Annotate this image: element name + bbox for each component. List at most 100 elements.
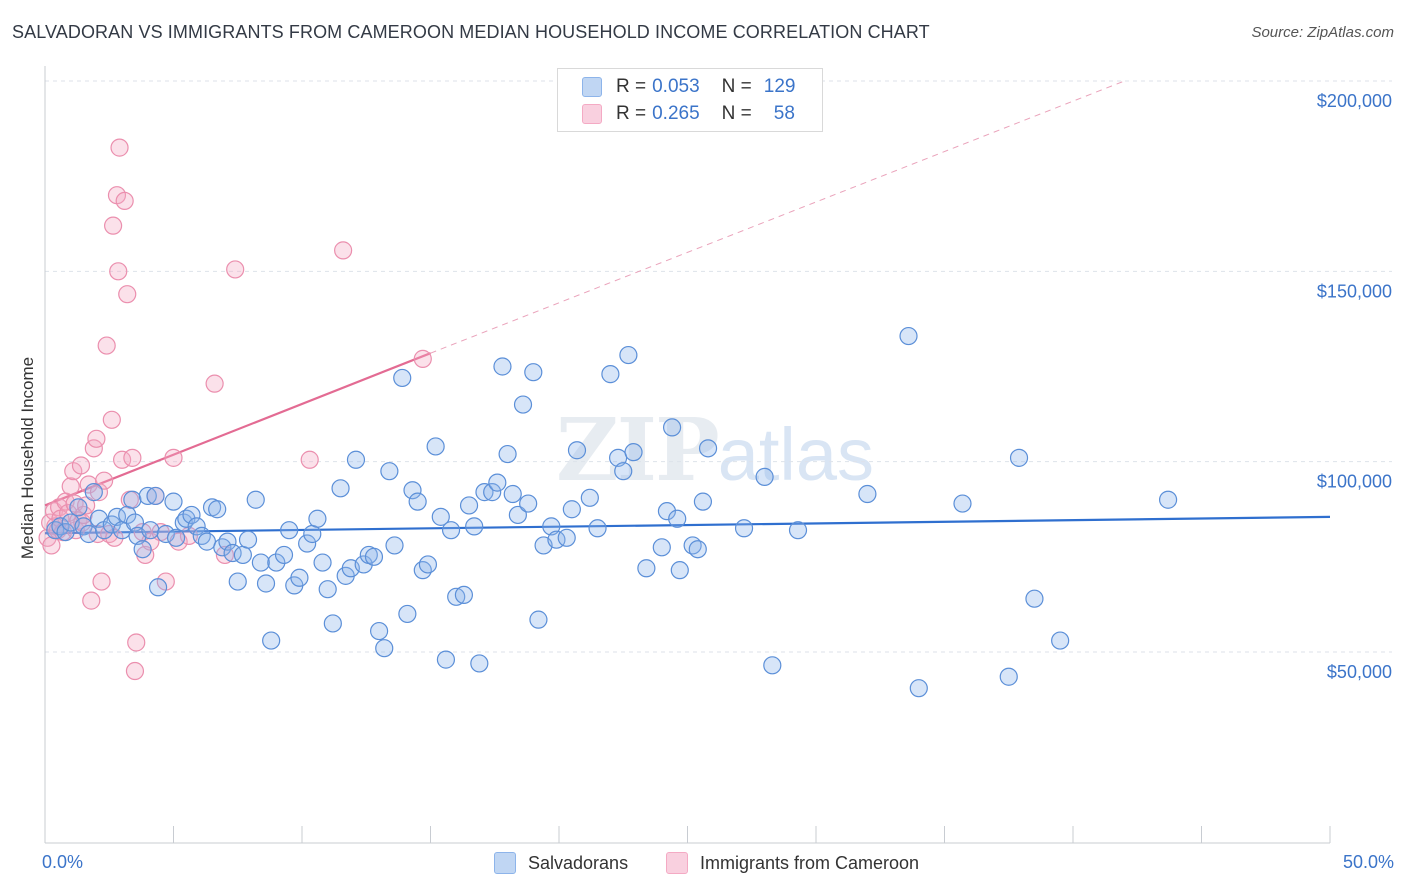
data-point-salvadoran (290, 568, 309, 587)
data-point-salvadoran (418, 555, 438, 574)
data-point-salvadoran (51, 517, 70, 536)
data-point-cameroon (300, 450, 319, 469)
data-points (38, 138, 1178, 698)
legend-r-label: R = (616, 103, 647, 124)
data-point-salvadoran (197, 532, 217, 551)
stats-legend: R = 0.053 N = 129 R = 0.265 N = 58 (557, 68, 823, 132)
legend-swatch-pink (582, 104, 602, 124)
data-point-cameroon (127, 633, 146, 652)
data-point-cameroon (123, 448, 142, 467)
watermark-atlas: atlas (717, 413, 874, 496)
data-point-salvadoran (398, 604, 417, 624)
bottom-legend-label: Immigrants from Cameroon (700, 852, 920, 873)
data-point-salvadoran (393, 368, 412, 388)
data-point-salvadoran (318, 580, 337, 599)
watermark-zip: ZIP (556, 400, 720, 501)
data-point-salvadoran (693, 492, 713, 511)
data-point-cameroon (102, 410, 121, 429)
data-point-salvadoran (308, 509, 327, 528)
trend-line-salvadorans (44, 515, 1331, 535)
data-point-cameroon (71, 456, 91, 475)
trend-line-cameroon-extension (430, 80, 1125, 354)
data-point-cameroon (334, 241, 353, 260)
data-point-salvadoran (557, 528, 576, 547)
data-point-salvadoran (156, 524, 175, 544)
legend-row-cameroon: R = 0.265 N = 58 (582, 102, 795, 126)
data-point-salvadoran (79, 524, 98, 544)
data-point-salvadoran (228, 572, 247, 591)
data-point-cameroon (205, 374, 224, 393)
data-point-cameroon (104, 216, 123, 235)
data-point-salvadoran (465, 517, 484, 536)
bottom-legend-cameroon: Immigrants from Cameroon (666, 852, 919, 874)
data-point-cameroon (97, 336, 116, 355)
bottom-legend-swatch-blue (494, 852, 516, 874)
data-point-salvadoran (899, 326, 918, 346)
data-point-salvadoran (1009, 448, 1029, 467)
data-point-salvadoran (662, 418, 682, 437)
legend-row-salvadorans: R = 0.053 N = 129 (582, 75, 795, 99)
data-point-salvadoran (503, 484, 522, 504)
data-point-salvadoran (408, 492, 427, 511)
legend-r-value: 0.053 (652, 76, 700, 97)
data-point-salvadoran (354, 555, 373, 574)
data-point-salvadoran (182, 505, 201, 525)
data-point-cameroon (109, 262, 128, 281)
data-point-salvadoran (688, 540, 707, 559)
data-point-salvadoran (601, 365, 620, 384)
data-point-salvadoran (475, 483, 494, 502)
data-point-salvadoran (323, 614, 342, 633)
data-point-salvadoran (138, 486, 157, 506)
data-point-salvadoran (668, 509, 687, 528)
data-point-salvadoran (909, 679, 928, 698)
data-point-salvadoran (698, 439, 718, 458)
bottom-legend-swatch-pink (666, 852, 688, 874)
data-point-salvadoran (734, 519, 754, 538)
data-point-salvadoran (262, 631, 281, 650)
data-point-salvadoran (166, 528, 186, 547)
watermark: ZIPatlas (556, 400, 874, 501)
data-point-salvadoran (562, 500, 581, 519)
data-point-salvadoran (256, 574, 276, 593)
data-point-cameroon (95, 471, 114, 490)
y-tick-label: $150,000 (1317, 281, 1392, 301)
x-tick-min: 0.0% (42, 852, 84, 872)
data-point-salvadoran (436, 650, 456, 669)
data-point-salvadoran (670, 561, 689, 580)
data-point-salvadoran (380, 462, 399, 481)
data-point-salvadoran (657, 502, 677, 521)
data-point-salvadoran (364, 547, 384, 566)
bottom-legend-salvadorans: Salvadorans (494, 852, 628, 874)
data-point-salvadoran (624, 443, 643, 462)
data-point-salvadoran (498, 444, 517, 464)
data-point-salvadoran (426, 437, 445, 456)
data-point-salvadoran (637, 559, 656, 578)
chart-title: SALVADORAN VS IMMIGRANTS FROM CAMEROON M… (12, 22, 930, 42)
data-point-salvadoran (133, 540, 152, 559)
legend-r-value: 0.265 (652, 103, 700, 124)
data-point-cameroon (87, 429, 106, 448)
data-point-salvadoran (69, 498, 88, 517)
data-point-salvadoran (413, 561, 432, 580)
data-point-salvadoran (567, 441, 587, 460)
data-point-salvadoran (441, 521, 461, 540)
legend-n-label: N = (721, 103, 752, 124)
legend-n-value: 58 (773, 103, 795, 124)
data-point-salvadoran (298, 534, 317, 553)
data-point-salvadoran (233, 545, 252, 565)
data-point-salvadoran (238, 530, 258, 549)
data-point-salvadoran (1051, 631, 1070, 650)
data-point-cameroon (164, 448, 183, 467)
data-point-salvadoran (483, 483, 502, 502)
data-point-salvadoran (524, 363, 543, 382)
data-point-salvadoran (858, 484, 877, 504)
data-point-cameroon (413, 349, 432, 368)
data-point-salvadoran (619, 345, 638, 365)
data-point-salvadoran (763, 656, 782, 675)
data-point-salvadoran (493, 357, 512, 376)
data-point-salvadoran (192, 526, 211, 545)
data-point-salvadoran (454, 585, 474, 605)
data-point-salvadoran (755, 467, 774, 486)
data-point-cameroon (110, 138, 129, 157)
data-point-salvadoran (488, 473, 507, 492)
